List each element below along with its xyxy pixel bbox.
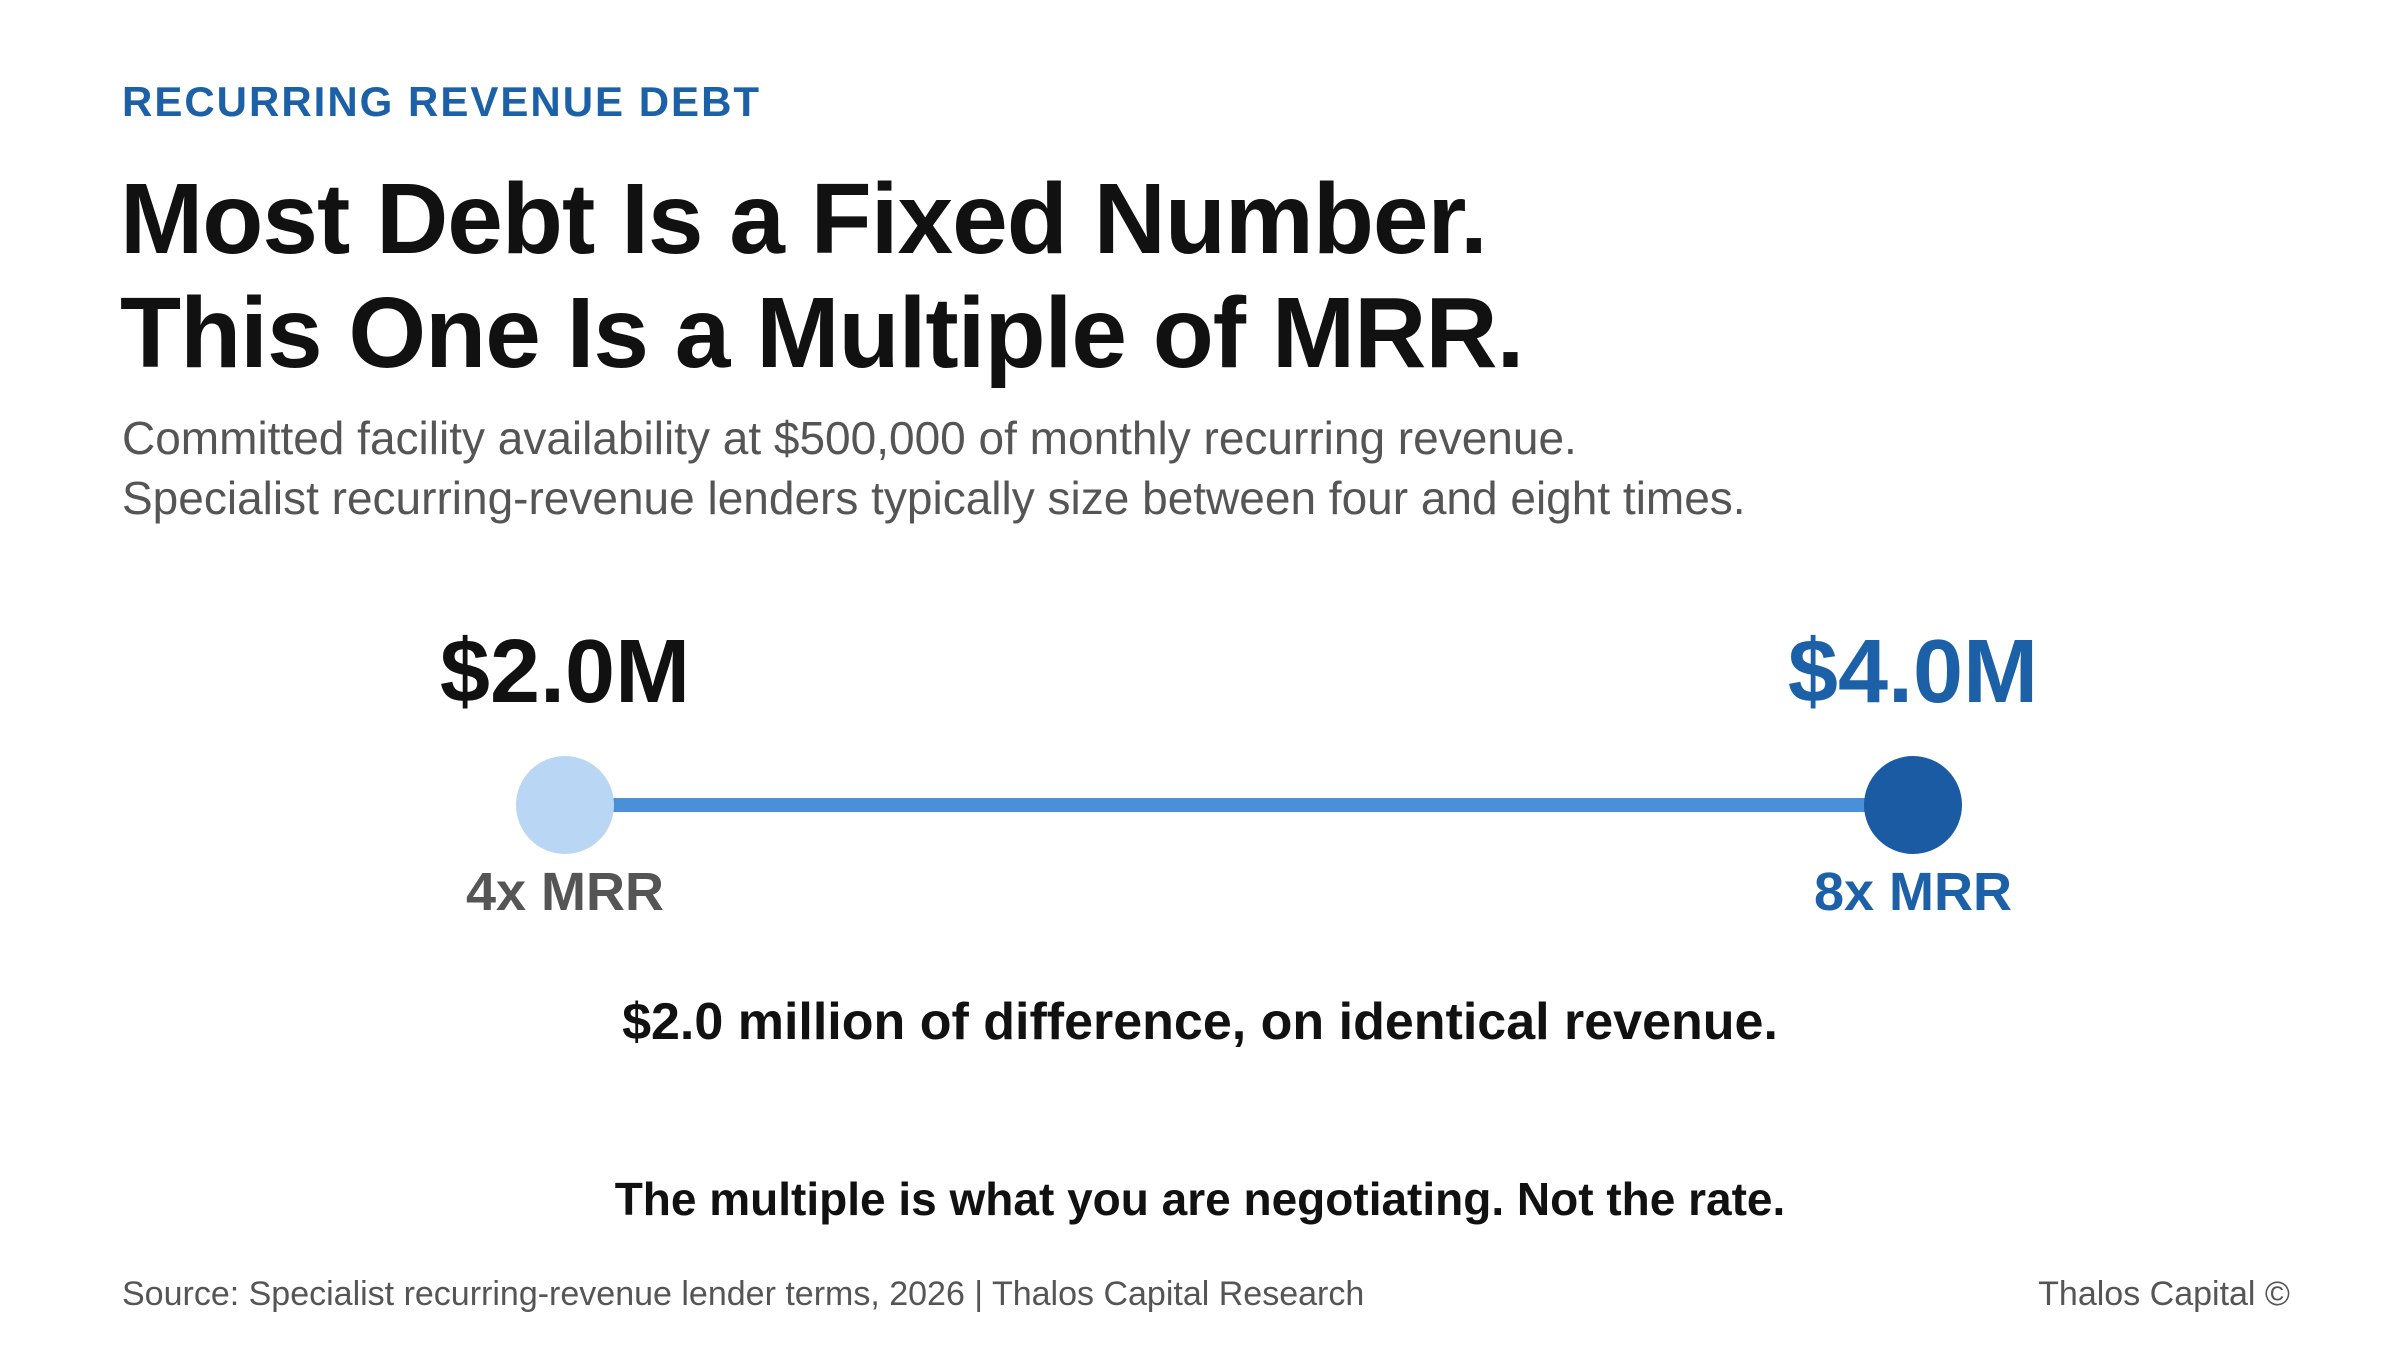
kicker-statement: The multiple is what you are negotiating…: [614, 1173, 1786, 1225]
eyebrow-label: RECURRING REVENUE DEBT: [122, 78, 762, 125]
page-title: Most Debt Is a Fixed Number. This One Is…: [120, 162, 1524, 390]
source-note: Source: Specialist recurring-revenue len…: [122, 1275, 1365, 1313]
subtitle-line-1: Committed facility availability at $500,…: [122, 412, 1577, 464]
brand-mark: Thalos Capital ©: [2038, 1275, 2290, 1313]
subtitle-line-2: Specialist recurring-revenue lenders typ…: [122, 472, 1746, 524]
high-multiple-label: 8x MRR: [1813, 862, 2013, 922]
low-multiple-label: 4x MRR: [465, 862, 665, 922]
high-marker-dot: [1864, 756, 1962, 854]
subtitle: Committed facility availability at $500,…: [122, 408, 1746, 528]
range-track: [565, 798, 1913, 812]
title-line-1: Most Debt Is a Fixed Number.: [120, 163, 1488, 275]
high-value-label: $4.0M: [1787, 622, 2039, 722]
title-line-2: This One Is a Multiple of MRR.: [120, 277, 1524, 389]
low-marker-dot: [516, 756, 614, 854]
difference-callout: $2.0 million of difference, on identical…: [622, 993, 1778, 1051]
low-value-label: $2.0M: [439, 622, 691, 722]
